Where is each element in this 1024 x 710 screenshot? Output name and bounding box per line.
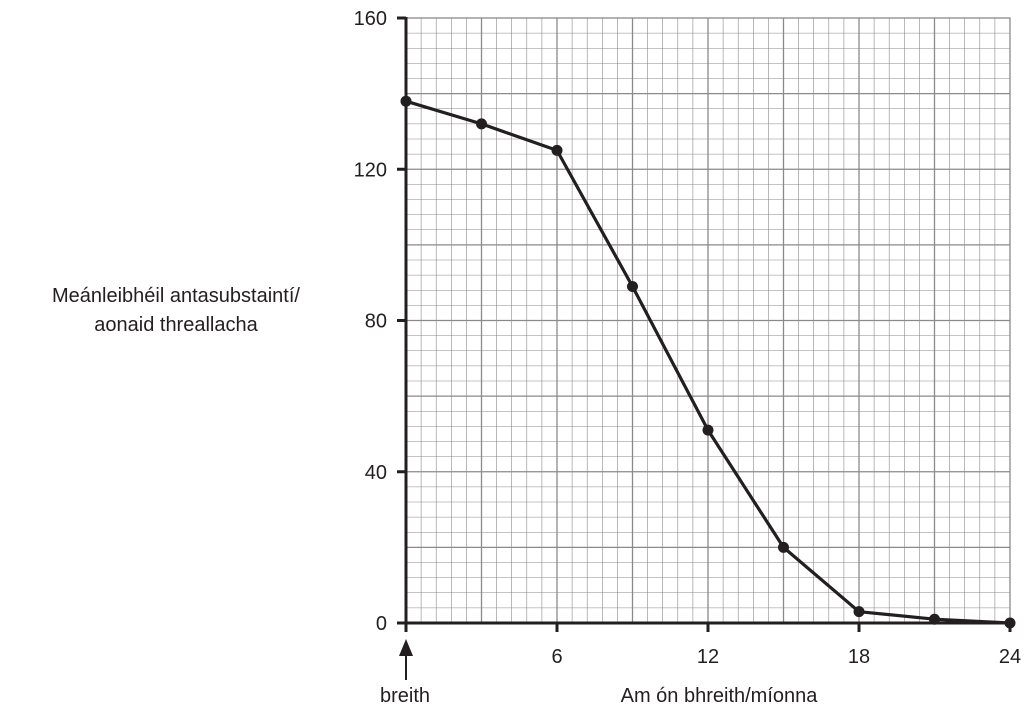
x-tick-label: 18 (848, 646, 870, 668)
y-axis-label-line-2: aonaid threallacha (94, 314, 258, 336)
data-point (551, 144, 563, 156)
y-axis-label: Meánleibhéil antasubstaintí/ aonaid thre… (0, 282, 352, 340)
y-axis-label-line-1: Meánleibhéil antasubstaintí/ (52, 285, 300, 307)
data-point (1004, 617, 1016, 629)
data-point (627, 280, 638, 292)
x-tick-label: 6 (551, 646, 562, 668)
data-point (778, 541, 789, 553)
x-tick-label: 12 (697, 646, 719, 668)
y-tick-label: 40 (365, 462, 387, 484)
y-tick-label: 80 (365, 311, 387, 333)
tick-labels: 0 40 80 120 160 6 12 18 24 (354, 8, 1022, 668)
data-point (702, 424, 714, 436)
axes (397, 16, 1012, 632)
birth-label: breith (380, 685, 430, 707)
data-point (929, 613, 940, 625)
y-tick-label: 0 (376, 613, 387, 635)
x-tick-label: 24 (999, 646, 1021, 668)
y-tick-label: 120 (354, 159, 387, 181)
x-axis-label: Am ón bhreith/míonna (621, 685, 819, 707)
data-series (400, 95, 1016, 629)
data-point (853, 606, 865, 618)
y-tick-label: 160 (354, 8, 387, 30)
data-point (400, 95, 412, 107)
data-point (476, 118, 487, 130)
birth-arrow-head (399, 639, 413, 656)
annotations: Am ón bhreith/míonna breith (380, 639, 818, 707)
major-grid (405, 17, 1011, 624)
